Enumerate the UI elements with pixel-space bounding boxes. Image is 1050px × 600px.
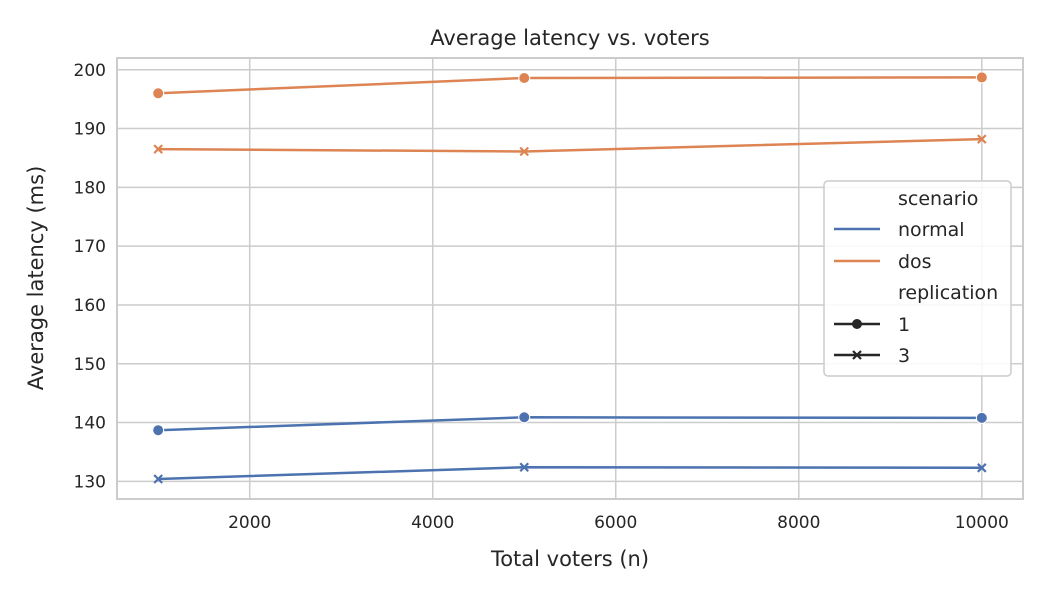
chart-title: Average latency vs. voters — [430, 26, 709, 50]
legend-box — [823, 180, 1012, 377]
y-tick-label: 130 — [74, 472, 106, 492]
x-tick-label: 2000 — [228, 513, 271, 533]
x-axis-title: Total voters (n) — [490, 547, 649, 571]
series-normal-rep3 — [153, 462, 987, 484]
series-layer — [152, 71, 988, 484]
series-line — [158, 416, 982, 432]
data-point — [975, 411, 988, 424]
y-tick-label: 170 — [74, 237, 106, 257]
data-point — [977, 134, 987, 144]
legend-marker-x — [852, 350, 862, 360]
data-point — [152, 87, 165, 100]
legend: scenario normal dos replication 1 3 — [823, 180, 1012, 377]
plot-frame — [116, 57, 1024, 500]
x-tick-label: 10000 — [955, 513, 1009, 533]
y-tick-label: 160 — [74, 296, 106, 316]
series-line — [158, 137, 982, 153]
tick-labels: 2000 4000 6000 8000 10000 130 140 150 160 170 180 1… — [74, 61, 1009, 533]
data-point — [975, 71, 988, 84]
legend-label-rep3: 3 — [898, 345, 910, 367]
series-line — [158, 76, 982, 95]
y-tick-label: 190 — [74, 120, 106, 140]
x-tick-label: 8000 — [777, 513, 820, 533]
x-tick-label: 4000 — [411, 513, 454, 533]
data-point — [153, 144, 163, 154]
data-point — [518, 71, 531, 84]
y-tick-label: 200 — [74, 61, 106, 81]
data-point — [152, 424, 165, 437]
legend-title-replication: replication — [898, 282, 998, 304]
x-tick-label: 6000 — [594, 513, 637, 533]
data-point — [518, 411, 531, 424]
legend-title-scenario: scenario — [898, 188, 978, 210]
legend-label-dos: dos — [898, 251, 932, 273]
data-point — [153, 474, 163, 484]
y-tick-label: 140 — [74, 414, 106, 434]
legend-label-normal: normal — [898, 219, 965, 241]
data-point — [519, 462, 530, 473]
data-point — [977, 463, 987, 473]
legend-label-rep1: 1 — [898, 314, 910, 336]
series-line — [158, 465, 982, 481]
series-normal-rep1 — [152, 411, 988, 437]
series-dos-rep1 — [152, 71, 988, 100]
series-dos-rep3 — [153, 134, 987, 157]
data-point — [519, 146, 530, 157]
y-tick-label: 180 — [74, 178, 106, 198]
y-tick-label: 150 — [74, 355, 106, 375]
legend-marker-circle — [852, 319, 862, 329]
y-axis-title: Average latency (ms) — [24, 166, 48, 391]
